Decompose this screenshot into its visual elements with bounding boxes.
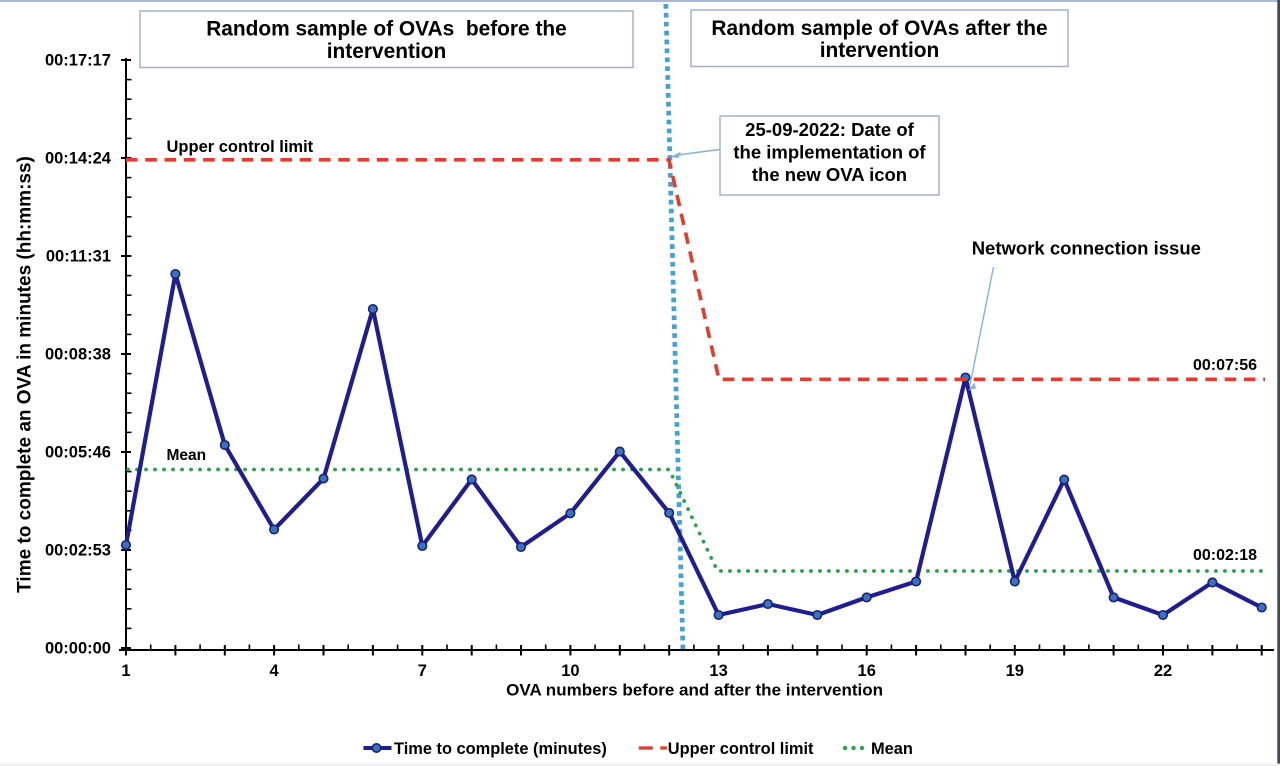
svg-text:00:07:56: 00:07:56	[1193, 357, 1257, 374]
svg-text:the implementation of: the implementation of	[733, 142, 926, 163]
svg-text:Time to complete an OVA in min: Time to complete an OVA in minutes (hh:m…	[15, 156, 36, 593]
svg-text:Random sample of OVAs after th: Random sample of OVAs after the	[711, 17, 1047, 40]
svg-text:22: 22	[1154, 662, 1172, 680]
svg-text:19: 19	[1006, 662, 1024, 680]
svg-text:Network connection issue: Network connection issue	[972, 238, 1201, 259]
svg-text:Upper control limit: Upper control limit	[167, 138, 314, 156]
svg-text:Time to complete (minutes): Time to complete (minutes)	[394, 740, 607, 758]
svg-text:7: 7	[418, 662, 427, 680]
svg-text:00:08:38: 00:08:38	[45, 346, 111, 364]
svg-text:intervention: intervention	[820, 39, 940, 62]
svg-text:16: 16	[858, 662, 876, 680]
svg-text:Mean: Mean	[167, 447, 207, 464]
svg-text:Upper control limit: Upper control limit	[668, 740, 814, 758]
svg-text:00:00:00: 00:00:00	[45, 640, 111, 658]
svg-text:Mean: Mean	[871, 740, 913, 758]
svg-text:00:14:24: 00:14:24	[45, 150, 112, 168]
svg-text:1: 1	[121, 662, 130, 680]
svg-text:00:17:17: 00:17:17	[45, 52, 111, 70]
svg-text:00:05:46: 00:05:46	[45, 444, 111, 462]
svg-text:the new OVA icon: the new OVA icon	[752, 164, 907, 185]
svg-text:25-09-2022: Date of: 25-09-2022: Date of	[745, 119, 914, 140]
svg-text:4: 4	[270, 662, 280, 680]
svg-text:00:02:53: 00:02:53	[45, 542, 111, 560]
svg-text:Random sample of OVAs before: Random sample of OVAs before the	[206, 18, 567, 41]
svg-text:00:11:31: 00:11:31	[46, 248, 111, 266]
svg-text:00:02:18: 00:02:18	[1193, 547, 1257, 564]
svg-text:intervention: intervention	[327, 40, 447, 63]
svg-text:OVA numbers before and after t: OVA numbers before and after the interve…	[506, 681, 883, 700]
svg-text:13: 13	[709, 662, 727, 680]
svg-text:10: 10	[561, 662, 579, 680]
